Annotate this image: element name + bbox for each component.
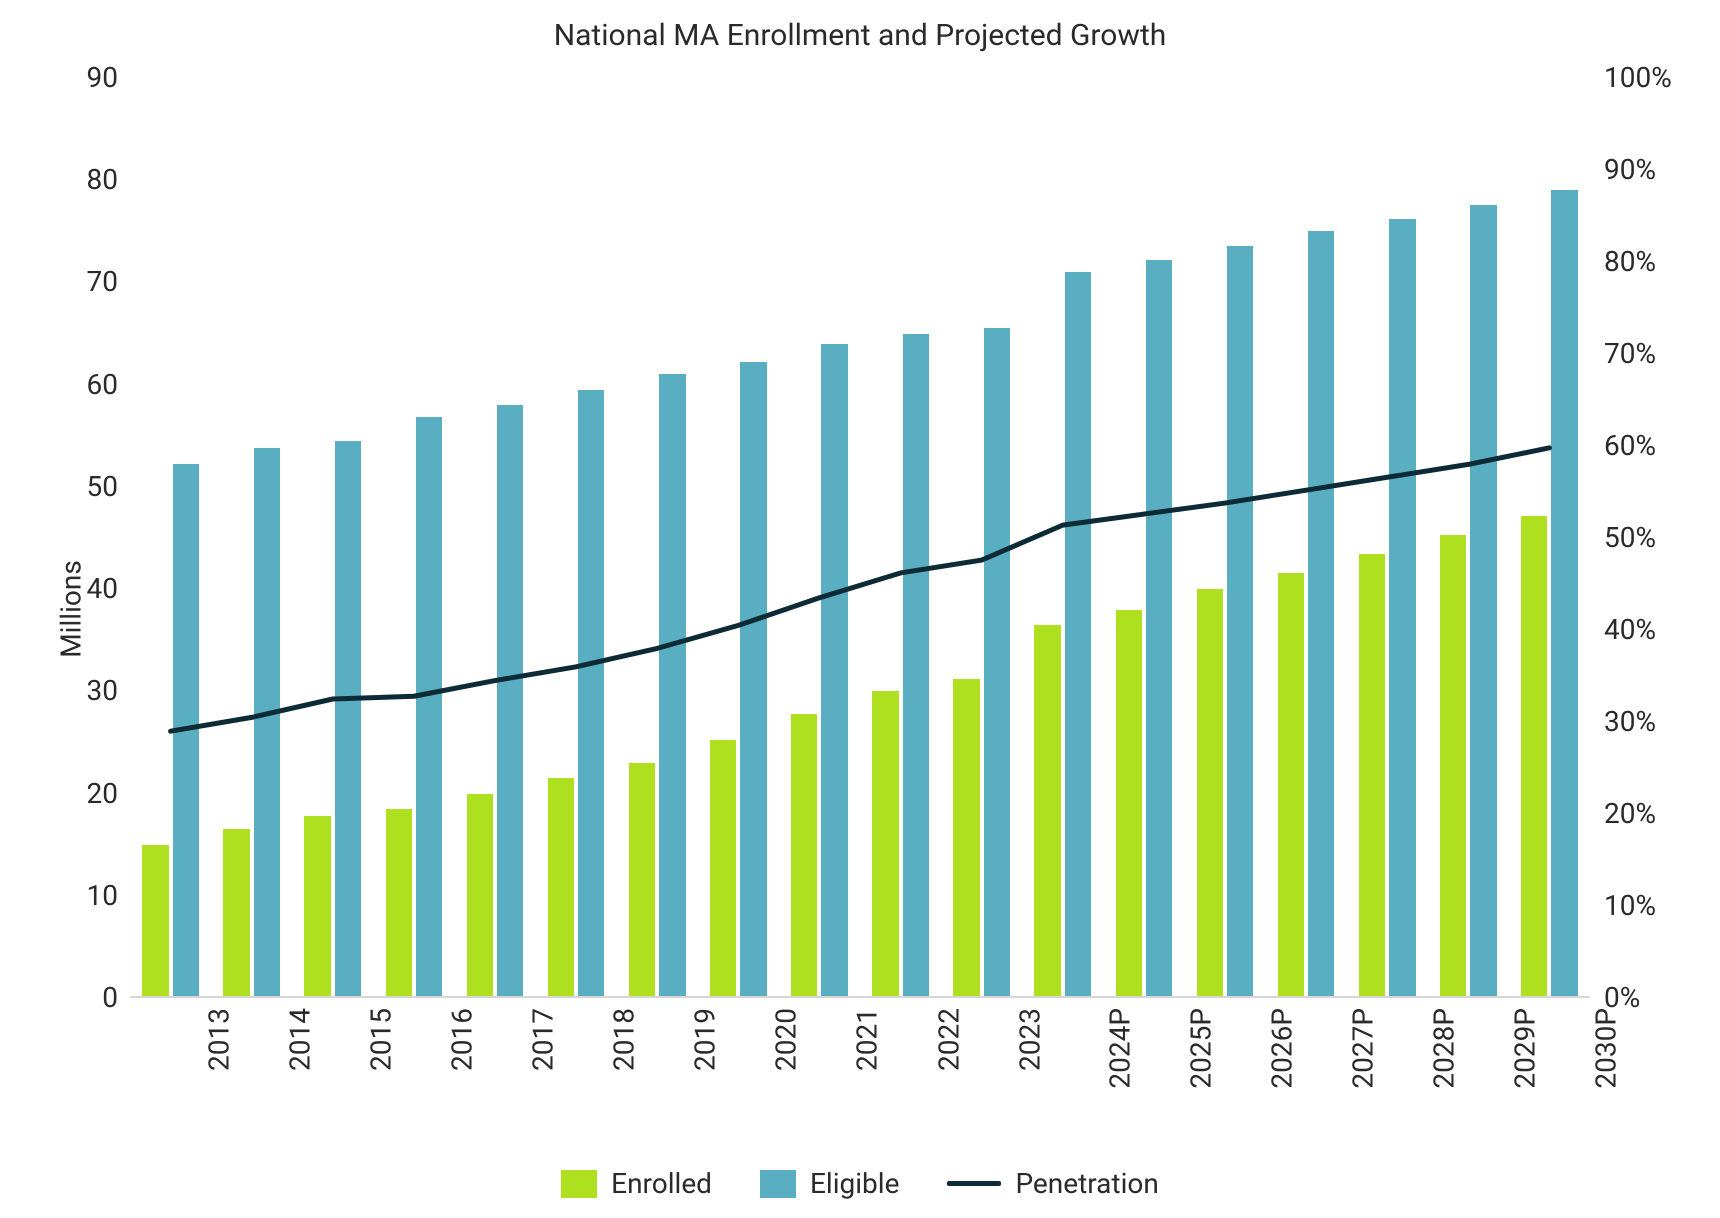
y1-tick: 20 <box>60 780 118 808</box>
y2-tick: 70% <box>1604 340 1656 368</box>
legend-item-eligible: Eligible <box>760 1167 899 1200</box>
x-tick: 2017 <box>526 977 559 1040</box>
y2-tick: 20% <box>1604 800 1656 828</box>
y2-tick: 50% <box>1604 524 1656 552</box>
y1-tick: 80 <box>60 166 118 194</box>
chart-container: National MA Enrollment and Projected Gro… <box>0 0 1720 1218</box>
legend-label: Eligible <box>810 1167 899 1200</box>
y1-tick: 90 <box>60 64 118 92</box>
x-tick: 2023 <box>1013 977 1046 1040</box>
penetration-line <box>171 448 1550 731</box>
legend-label: Penetration <box>1015 1167 1158 1200</box>
x-tick: 2018 <box>608 977 641 1040</box>
legend-swatch-enrolled <box>561 1170 597 1198</box>
y1-tick: 0 <box>60 984 118 1012</box>
x-tick: 2024P <box>1103 968 1136 1049</box>
chart-title: National MA Enrollment and Projected Gro… <box>0 18 1720 53</box>
y1-tick: 70 <box>60 268 118 296</box>
x-tick: 2028P <box>1428 968 1461 1049</box>
line-svg <box>130 78 1590 998</box>
y2-tick: 40% <box>1604 616 1656 644</box>
x-tick: 2016 <box>445 977 478 1040</box>
x-tick: 2027P <box>1346 968 1379 1049</box>
x-tick: 2014 <box>283 977 316 1040</box>
legend-item-penetration: Penetration <box>947 1167 1158 1200</box>
x-tick: 2030P <box>1590 968 1623 1049</box>
x-tick: 2026P <box>1265 968 1298 1049</box>
x-tick: 2013 <box>202 977 235 1040</box>
y1-tick: 10 <box>60 882 118 910</box>
y1-tick: 40 <box>60 575 118 603</box>
x-tick: 2020 <box>770 977 803 1040</box>
legend-label: Enrolled <box>611 1167 712 1200</box>
y2-tick: 60% <box>1604 432 1656 460</box>
y1-tick: 60 <box>60 371 118 399</box>
plot-area <box>130 78 1590 998</box>
y2-tick: 90% <box>1604 156 1656 184</box>
x-tick: 2019 <box>689 977 722 1040</box>
y2-tick: 100% <box>1604 64 1672 92</box>
x-tick: 2025P <box>1184 968 1217 1049</box>
legend: Enrolled Eligible Penetration <box>0 1167 1720 1200</box>
legend-swatch-eligible <box>760 1170 796 1198</box>
legend-item-enrolled: Enrolled <box>561 1167 712 1200</box>
y1-tick: 30 <box>60 677 118 705</box>
x-tick: 2029P <box>1509 968 1542 1049</box>
y1-tick: 50 <box>60 473 118 501</box>
y2-tick: 80% <box>1604 248 1656 276</box>
x-tick: 2015 <box>364 977 397 1040</box>
x-tick: 2021 <box>851 977 884 1040</box>
legend-line-penetration <box>947 1181 1001 1186</box>
y2-tick: 30% <box>1604 708 1656 736</box>
x-tick: 2022 <box>932 977 965 1040</box>
y2-tick: 10% <box>1604 892 1656 920</box>
